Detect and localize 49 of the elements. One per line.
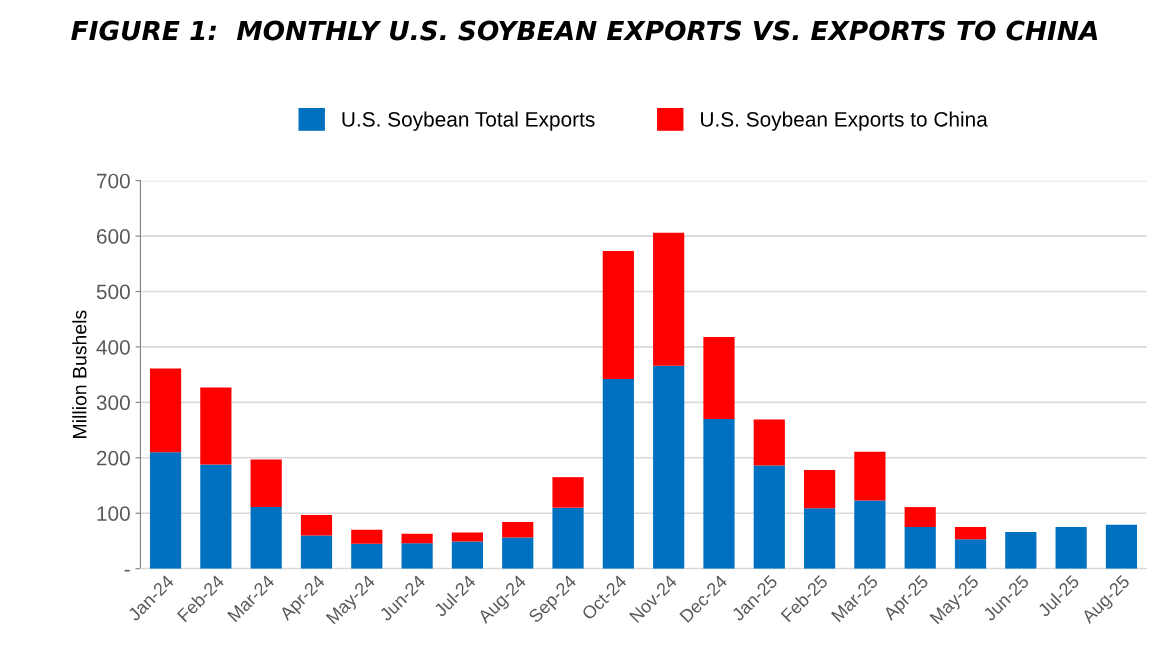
y-tick-label: 200 bbox=[96, 450, 130, 466]
bar bbox=[854, 451, 886, 501]
y-tick-label: 300 bbox=[96, 395, 130, 411]
bar bbox=[451, 541, 484, 569]
y-tick-label: 500 bbox=[96, 284, 130, 300]
bar bbox=[803, 469, 836, 509]
bar bbox=[703, 418, 735, 569]
bar bbox=[753, 419, 785, 466]
bar bbox=[401, 533, 433, 544]
bar bbox=[1105, 524, 1138, 569]
bar bbox=[854, 500, 886, 569]
bar bbox=[552, 507, 584, 569]
bar bbox=[149, 368, 182, 453]
bar bbox=[351, 529, 383, 544]
bar bbox=[602, 251, 634, 380]
y-tick-label: 400 bbox=[96, 339, 130, 355]
bar bbox=[753, 465, 785, 569]
y-tick-label: 700 bbox=[96, 173, 130, 189]
bar bbox=[954, 539, 987, 569]
bar bbox=[803, 508, 836, 569]
bar bbox=[904, 507, 936, 528]
bar bbox=[200, 387, 232, 465]
bar bbox=[1055, 527, 1087, 569]
bar bbox=[1005, 532, 1037, 569]
bar bbox=[552, 477, 584, 508]
bar bbox=[300, 535, 333, 569]
bar bbox=[451, 532, 484, 542]
chart-title: FIGURE 1: MONTHLY U.S. SOYBEAN EXPORTS VS. EXPORTS TO CHINA bbox=[71, 20, 1098, 41]
bar bbox=[250, 507, 282, 569]
y-tick-label: 600 bbox=[96, 229, 130, 244]
y-axis-title: Million Bushels bbox=[72, 310, 87, 438]
bar bbox=[351, 543, 383, 569]
bar bbox=[502, 522, 534, 538]
legend-label: U.S. Soybean Exports to China bbox=[701, 111, 988, 131]
bar bbox=[401, 543, 433, 569]
y-tick-label: - bbox=[124, 569, 130, 572]
bar bbox=[703, 336, 735, 419]
bar bbox=[250, 459, 282, 508]
bar bbox=[149, 452, 182, 569]
bar bbox=[653, 365, 685, 569]
bar bbox=[653, 232, 685, 366]
bar bbox=[602, 379, 634, 569]
bar bbox=[954, 527, 987, 540]
y-tick-label: 100 bbox=[97, 506, 130, 521]
bar bbox=[300, 514, 333, 536]
legend-label: U.S. Soybean Total Exports bbox=[342, 111, 595, 131]
bar bbox=[904, 527, 936, 569]
bar bbox=[200, 464, 232, 569]
bar bbox=[502, 537, 534, 569]
